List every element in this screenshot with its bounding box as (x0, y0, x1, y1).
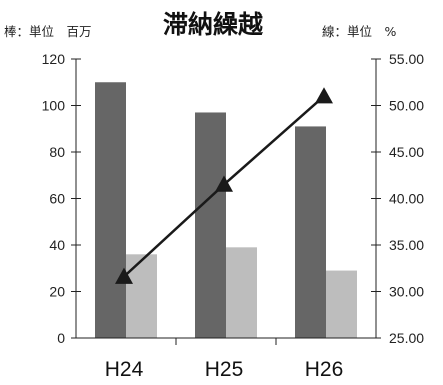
bar-h25-series-2 (226, 247, 257, 338)
plot-area: 0 20 40 60 80 100 120 25.00 30.00 35.00 40.00 45.00… (42, 51, 425, 381)
chart-title: 滞納繰越 (163, 10, 264, 39)
bar-h26-series-1 (295, 126, 326, 338)
bar-h25-series-1 (195, 112, 226, 338)
left-tick-label: 120 (42, 51, 66, 67)
line-marker-h25 (215, 175, 233, 192)
bar-h24-series-2 (126, 254, 157, 338)
right-tick-label: 45.00 (389, 144, 424, 160)
x-tick-label-h25: H25 (205, 358, 244, 380)
left-tick-label: 20 (49, 284, 65, 300)
left-unit-note: 棒：単位 百万 (4, 24, 92, 39)
right-tick-label: 35.00 (389, 237, 424, 253)
line-marker-h24 (115, 267, 133, 284)
right-unit-note: 線：単位 % (322, 24, 397, 39)
bar-h26-series-2 (326, 270, 357, 338)
left-tick-label: 80 (49, 144, 65, 160)
bar-h24-series-1 (95, 82, 126, 338)
x-tick-label-h26: H26 (305, 358, 344, 380)
left-tick-label: 100 (42, 98, 66, 114)
right-tick-label: 30.00 (389, 284, 424, 300)
right-tick-label: 55.00 (389, 51, 424, 67)
x-tick-label-h24: H24 (105, 358, 144, 380)
left-tick-label: 60 (49, 191, 65, 207)
left-tick-label: 0 (57, 330, 65, 346)
left-tick-label: 40 (49, 237, 65, 253)
right-tick-label: 50.00 (389, 98, 424, 114)
right-tick-label: 25.00 (389, 330, 424, 346)
right-tick-label: 40.00 (389, 191, 424, 207)
line-marker-h26 (315, 87, 333, 104)
